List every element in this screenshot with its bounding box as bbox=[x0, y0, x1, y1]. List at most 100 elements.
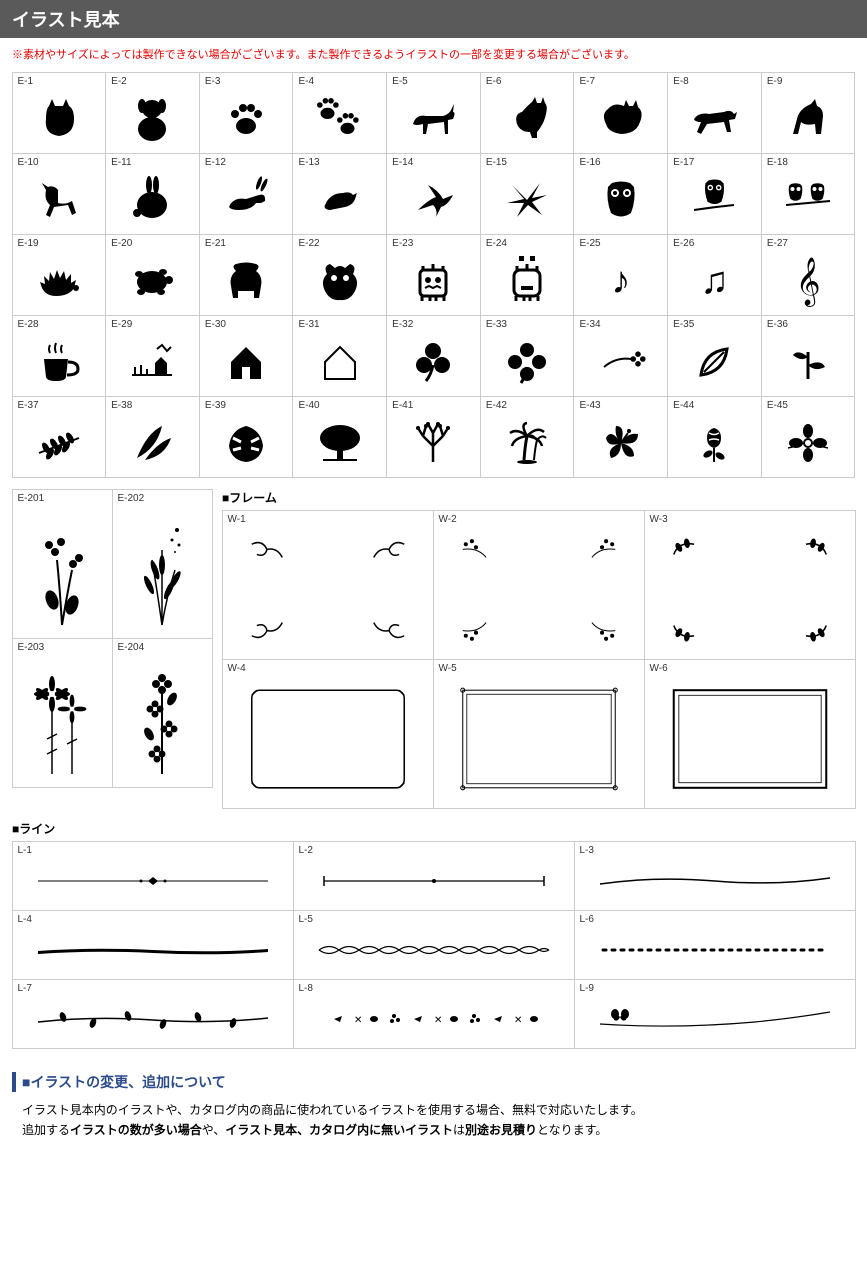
cell-label: E-29 bbox=[111, 319, 132, 330]
sample-cell: E-14 bbox=[386, 153, 481, 235]
line-bracket-icon bbox=[294, 842, 574, 910]
sample-cell: E-38 bbox=[105, 396, 200, 478]
cell-label: E-44 bbox=[673, 400, 694, 411]
cell-label: E-21 bbox=[205, 238, 226, 249]
frame-section-label: ■フレーム bbox=[222, 489, 855, 506]
frame-grid: W-1 W-2 W-3 W-4 W-5 W-6 bbox=[222, 510, 855, 808]
sample-cell: E-18 bbox=[761, 153, 856, 235]
sample-cell: E-30 bbox=[199, 315, 294, 397]
cell-label: E-201 bbox=[18, 493, 45, 504]
line-floral-icon: ✕✕✕ bbox=[294, 980, 574, 1048]
cell-label: L-6 bbox=[580, 914, 594, 925]
sample-cell: W-5 bbox=[433, 659, 645, 809]
cell-label: E-37 bbox=[18, 400, 39, 411]
cell-label: E-42 bbox=[486, 400, 507, 411]
cell-label: W-2 bbox=[439, 514, 457, 525]
cell-label: L-8 bbox=[299, 983, 313, 994]
cell-label: E-39 bbox=[205, 400, 226, 411]
line-section-label: ■ライン bbox=[12, 820, 855, 837]
sample-cell: L-7 bbox=[12, 979, 294, 1049]
sample-cell: L-3 bbox=[574, 841, 856, 911]
cell-label: E-204 bbox=[118, 642, 145, 653]
cell-label: E-31 bbox=[298, 319, 319, 330]
sample-cell: W-3 bbox=[644, 510, 856, 660]
cell-label: W-4 bbox=[228, 663, 246, 674]
cell-label: W-5 bbox=[439, 663, 457, 674]
cell-label: E-35 bbox=[673, 319, 694, 330]
cell-label: E-2 bbox=[111, 76, 127, 87]
cell-label: E-36 bbox=[767, 319, 788, 330]
cell-label: E-11 bbox=[111, 157, 131, 168]
cell-label: E-45 bbox=[767, 400, 788, 411]
sample-cell: E-27𝄞 bbox=[761, 234, 856, 316]
sample-cell: E-15 bbox=[480, 153, 575, 235]
page-title: イラスト見本 bbox=[0, 0, 867, 38]
sample-cell: E-201 bbox=[12, 489, 113, 639]
cosmos-tall-icon bbox=[13, 639, 112, 787]
cell-label: E-17 bbox=[673, 157, 694, 168]
cell-label: L-1 bbox=[18, 845, 32, 856]
sample-cell: E-29 bbox=[105, 315, 200, 397]
sample-cell: E-23 bbox=[386, 234, 481, 316]
sample-cell: E-32 bbox=[386, 315, 481, 397]
tall-icon-grid: E-201 E-202 E-203 E-204 bbox=[12, 489, 212, 787]
sample-cell: E-2 bbox=[105, 72, 200, 154]
sample-cell: L-6 bbox=[574, 910, 856, 980]
sample-cell: E-42 bbox=[480, 396, 575, 478]
cell-label: E-28 bbox=[18, 319, 39, 330]
cell-label: E-13 bbox=[298, 157, 319, 168]
cell-label: E-203 bbox=[18, 642, 45, 653]
frame-swirl-icon bbox=[223, 511, 433, 659]
cell-label: E-22 bbox=[298, 238, 319, 249]
frame-simple-icon bbox=[223, 660, 433, 808]
cell-label: W-3 bbox=[650, 514, 668, 525]
cell-label: E-7 bbox=[579, 76, 595, 87]
cell-label: E-33 bbox=[486, 319, 507, 330]
sample-cell: E-40 bbox=[292, 396, 387, 478]
main-icon-grid: E-1E-2E-3E-4E-5E-6E-7E-8E-9E-10E-11E-12E… bbox=[0, 72, 867, 477]
line-vine-icon bbox=[13, 980, 293, 1048]
sample-cell: E-12 bbox=[199, 153, 294, 235]
sample-cell: E-5 bbox=[386, 72, 481, 154]
cell-label: L-3 bbox=[580, 845, 594, 856]
sample-cell: E-16 bbox=[573, 153, 668, 235]
sample-cell: E-3 bbox=[199, 72, 294, 154]
sample-cell: L-9 bbox=[574, 979, 856, 1049]
sample-cell: L-5 bbox=[293, 910, 575, 980]
cell-label: E-18 bbox=[767, 157, 788, 168]
cell-label: E-30 bbox=[205, 319, 226, 330]
cell-label: E-40 bbox=[298, 400, 319, 411]
sample-cell: E-34 bbox=[573, 315, 668, 397]
sample-cell: E-19 bbox=[12, 234, 107, 316]
svg-text:✕: ✕ bbox=[514, 1015, 522, 1026]
cell-label: E-8 bbox=[673, 76, 689, 87]
sample-cell: E-21 bbox=[199, 234, 294, 316]
cell-label: W-6 bbox=[650, 663, 668, 674]
cell-label: E-23 bbox=[392, 238, 413, 249]
frame-floral-icon bbox=[434, 511, 644, 659]
sample-cell: L-8✕✕✕ bbox=[293, 979, 575, 1049]
line-grid: L-1L-2L-3L-4L-5L-6L-7L-8✕✕✕L-9 bbox=[12, 841, 855, 1048]
cell-label: E-38 bbox=[111, 400, 132, 411]
sample-cell: W-4 bbox=[222, 659, 434, 809]
cell-label: W-1 bbox=[228, 514, 246, 525]
sample-cell: E-9 bbox=[761, 72, 856, 154]
cell-label: E-16 bbox=[579, 157, 600, 168]
cell-label: E-26 bbox=[673, 238, 694, 249]
cell-label: L-5 bbox=[299, 914, 313, 925]
sample-cell: E-1 bbox=[12, 72, 107, 154]
notice-text: ※素材やサイズによっては製作できない場合がございます。また製作できるようイラスト… bbox=[0, 46, 867, 72]
cell-label: E-43 bbox=[579, 400, 600, 411]
sample-cell: E-39 bbox=[199, 396, 294, 478]
cell-label: L-2 bbox=[299, 845, 313, 856]
sample-cell: E-22 bbox=[292, 234, 387, 316]
cell-label: E-6 bbox=[486, 76, 502, 87]
cell-label: E-27 bbox=[767, 238, 788, 249]
cell-label: E-9 bbox=[767, 76, 783, 87]
sample-cell: W-1 bbox=[222, 510, 434, 660]
sample-cell: E-202 bbox=[112, 489, 213, 639]
sample-cell: L-2 bbox=[293, 841, 575, 911]
sample-cell: E-45 bbox=[761, 396, 856, 478]
sample-cell: E-44 bbox=[667, 396, 762, 478]
sample-cell: E-10 bbox=[12, 153, 107, 235]
